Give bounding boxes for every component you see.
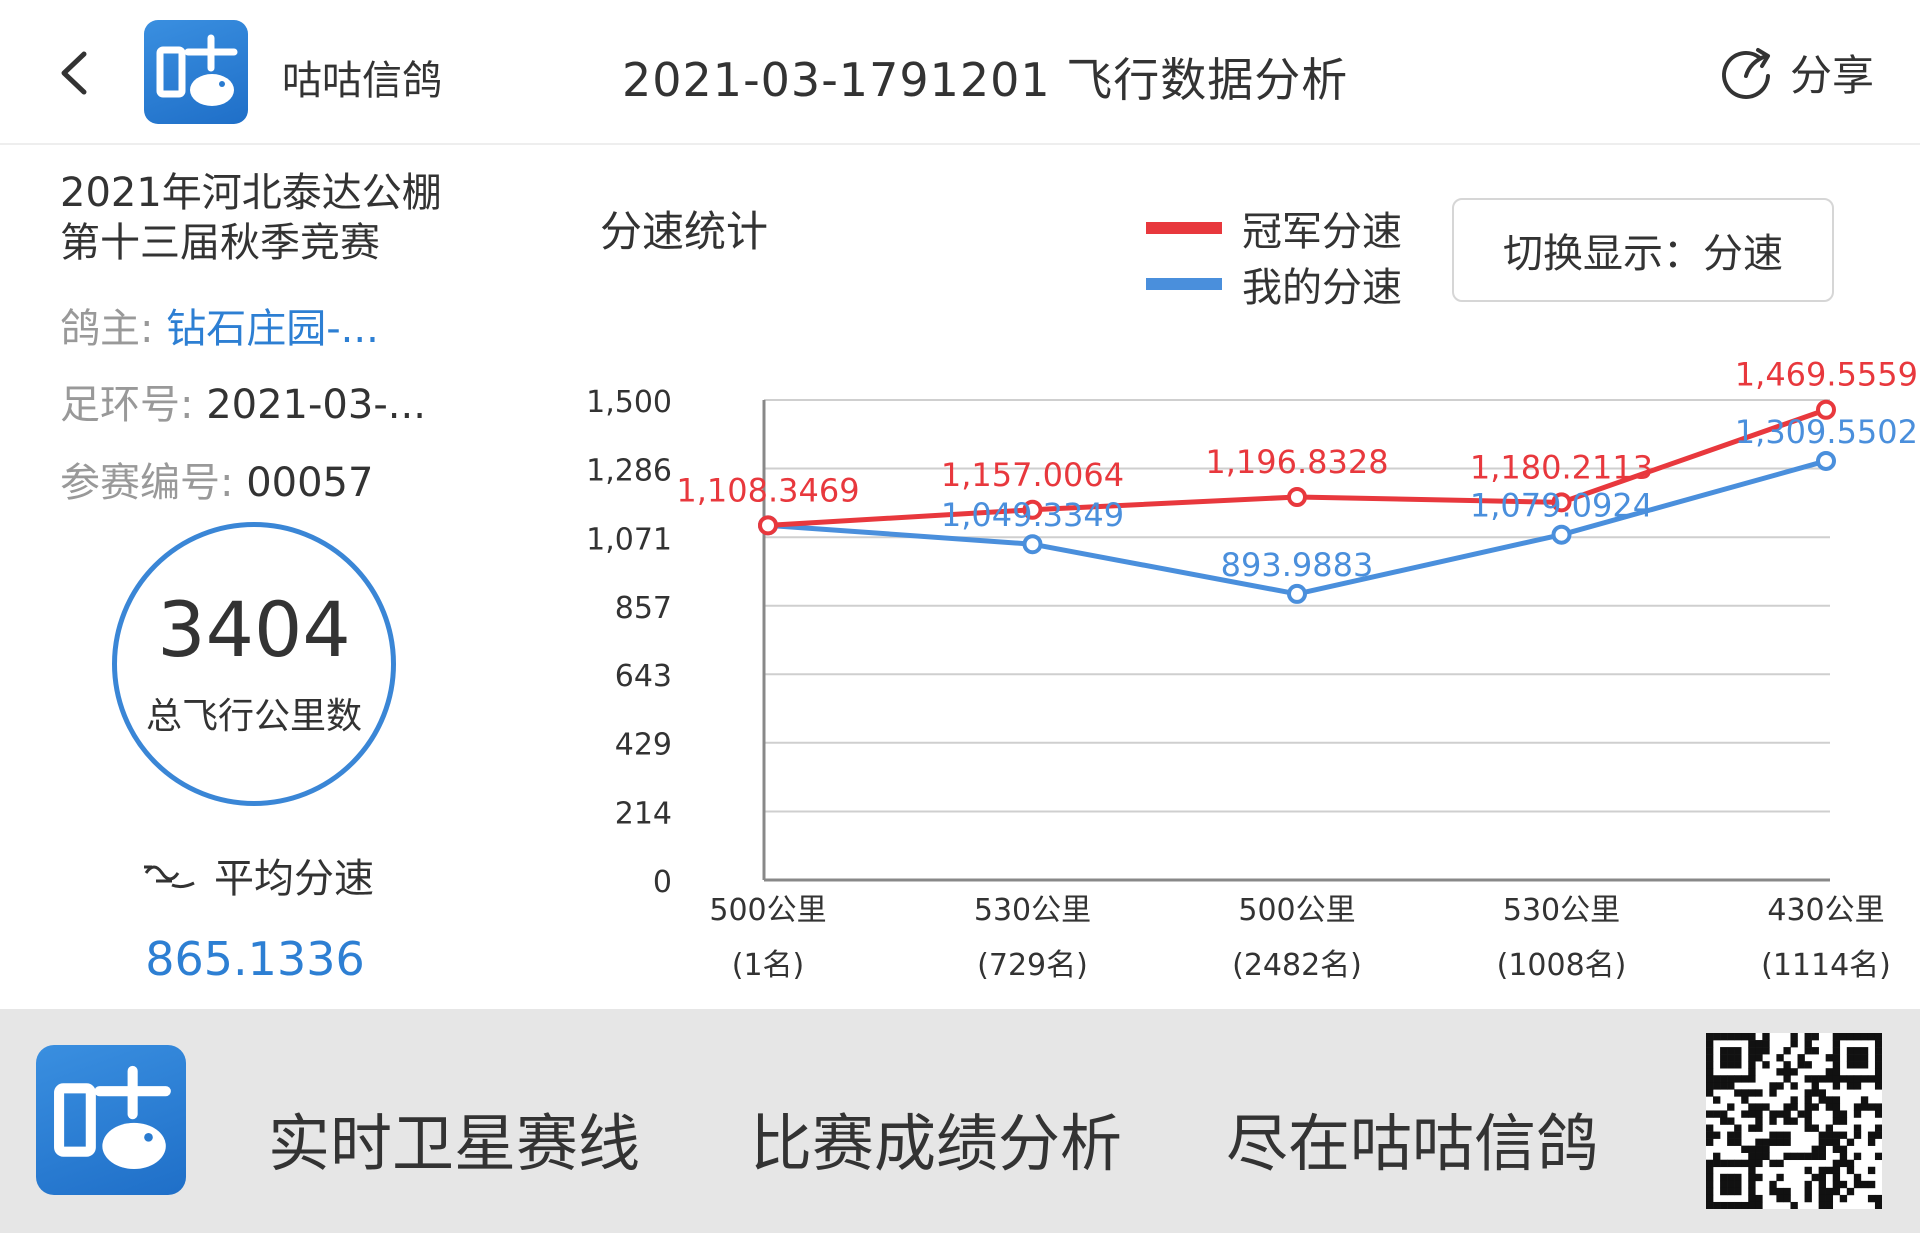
back-button[interactable]	[52, 40, 108, 106]
total-distance-circle: 3404 总飞行公里数	[112, 522, 396, 806]
legend-swatch-champion	[1146, 222, 1222, 234]
data-label-mine: 893.9883	[1221, 546, 1374, 584]
data-label-mine: 1,079.0924	[1470, 487, 1653, 525]
chart-legend: 冠军分速 我的分速	[1146, 200, 1402, 312]
data-point-champion	[1022, 499, 1043, 520]
data-point-champion	[1816, 399, 1836, 420]
chart-title: 分速统计	[600, 207, 769, 256]
share-button[interactable]: 分享	[1716, 42, 1874, 102]
y-tick-label: 1,500	[586, 385, 672, 420]
x-tick-label: 500公里	[1238, 893, 1355, 928]
toggle-display-button[interactable]: 切换显示：分速	[1452, 198, 1834, 302]
x-tick-label: 430公里	[1767, 893, 1884, 928]
data-label-champion: 1,180.2113	[1470, 448, 1653, 486]
data-point-champion	[1551, 492, 1572, 513]
legend-swatch-mine	[1146, 278, 1222, 290]
entry-row: 参赛编号: 00057	[60, 450, 373, 508]
x-tick-rank: (2482名)	[1232, 948, 1362, 983]
data-point-mine	[1287, 583, 1307, 604]
average-speed-value: 865.1336	[145, 932, 365, 986]
x-tick-rank: (1114名)	[1761, 948, 1891, 983]
pigeon-logo-icon	[156, 34, 238, 106]
owner-link[interactable]: 钻石庄园-...	[166, 306, 379, 352]
x-tick-label: 530公里	[1503, 893, 1620, 928]
chevron-left-icon	[61, 51, 87, 95]
total-distance-value: 3404	[157, 585, 351, 674]
footer-slogan-2: 比赛成绩分析	[750, 1107, 1123, 1180]
data-point-mine	[1022, 534, 1043, 555]
x-tick-label: 500公里	[709, 893, 826, 928]
total-distance-label: 总飞行公里数	[145, 696, 362, 737]
ring-key: 足环号:	[60, 382, 194, 428]
x-tick-label: 530公里	[974, 893, 1091, 928]
race-name-line1: 2021年河北泰达公棚	[60, 170, 442, 216]
ring-value: 2021-03-...	[206, 382, 426, 428]
y-tick-label: 429	[615, 728, 672, 763]
x-tick-rank: (1008名)	[1497, 948, 1627, 983]
data-label-champion: 1,196.8328	[1205, 443, 1388, 481]
data-label-mine: 1,049.3349	[941, 496, 1124, 534]
data-label-champion: 1,108.3469	[676, 471, 859, 509]
legend-label-champion: 冠军分速	[1242, 209, 1402, 255]
y-tick-label: 214	[615, 797, 672, 832]
owner-row: 鸽主: 钻石庄园-...	[60, 296, 379, 354]
top-bar: 咕咕信鸽 2021-03-1791201 飞行数据分析 分享	[0, 0, 1920, 145]
race-name-line2: 第十三届秋季竞赛	[60, 220, 380, 266]
y-tick-label: 0	[653, 865, 672, 900]
footer-logo	[36, 1045, 186, 1195]
data-point-champion	[1287, 487, 1307, 508]
footer-slogan-3: 尽在咕咕信鸽	[1226, 1107, 1599, 1180]
x-tick-rank: (729名)	[977, 948, 1088, 983]
average-speed-label: 平均分速	[214, 856, 374, 902]
share-label: 分享	[1790, 50, 1875, 100]
speed-chart: 0 214 429 643 857 1,071 1,286 1,500 500公里 (1名) 530…	[586, 356, 1918, 983]
footer-slogan-1: 实时卫星赛线	[268, 1107, 641, 1180]
race-name: 2021年河北泰达公棚 第十三届秋季竞赛	[60, 168, 480, 268]
app-name: 咕咕信鸽	[282, 58, 442, 104]
legend-item-mine: 我的分速	[1146, 256, 1402, 312]
app-logo	[144, 20, 248, 124]
speed-wave-icon	[144, 865, 195, 889]
data-point-champion	[758, 515, 778, 536]
page-title: 2021-03-1791201 飞行数据分析	[622, 53, 1349, 107]
pigeon-logo-icon	[54, 1065, 171, 1170]
data-label-champion: 1,157.0064	[941, 456, 1124, 494]
entry-value: 00057	[246, 460, 374, 506]
data-label-champion: 1,469.5559	[1735, 356, 1918, 394]
entry-key: 参赛编号:	[60, 460, 234, 506]
y-tick-label: 1,286	[586, 453, 672, 488]
y-tick-label: 643	[615, 659, 672, 694]
promo-banner: 实时卫星赛线 比赛成绩分析 尽在咕咕信鸽	[0, 1009, 1920, 1233]
data-point-mine	[1816, 450, 1836, 471]
legend-item-champion: 冠军分速	[1146, 200, 1402, 256]
y-tick-label: 1,071	[586, 522, 672, 557]
data-point-mine	[1551, 524, 1572, 545]
ring-row: 足环号: 2021-03-...	[60, 372, 426, 430]
share-icon	[1722, 48, 1770, 99]
qr-code-icon	[1706, 1033, 1882, 1209]
owner-key: 鸽主:	[60, 306, 154, 352]
y-tick-label: 857	[615, 591, 672, 626]
x-tick-rank: (1名)	[732, 948, 805, 983]
average-speed-row: 平均分速	[142, 846, 374, 904]
legend-label-mine: 我的分速	[1242, 265, 1402, 311]
data-label-mine: 1,309.5502	[1735, 413, 1918, 451]
